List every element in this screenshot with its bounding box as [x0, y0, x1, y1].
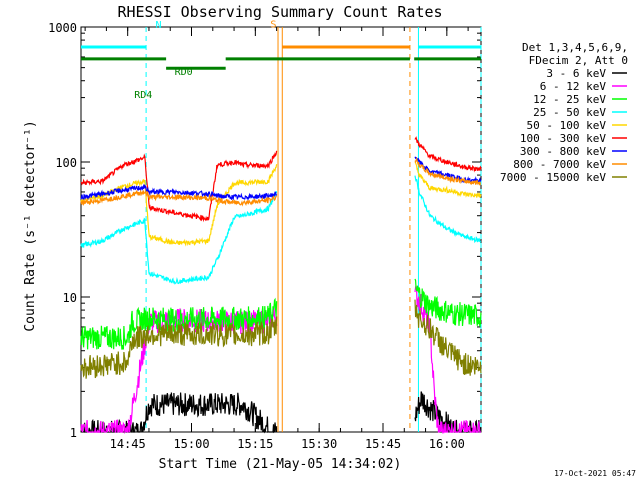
series-line-0: [80, 392, 278, 434]
plot-frame: [80, 26, 482, 433]
legend-label: 3 - 6 keV: [546, 67, 606, 80]
legend-label: 300 - 800 keV: [520, 145, 606, 158]
x-tick-label: 15:15: [237, 437, 273, 451]
x-tick-label: 15:30: [301, 437, 337, 451]
state-label-s: S: [270, 19, 276, 30]
legend-label: 800 - 7000 keV: [513, 158, 606, 171]
series-line-2: [80, 297, 278, 350]
legend-header-line-1: Det 1,3,4,5,6,9,: [522, 41, 628, 54]
x-axis-label: Start Time (21-May-05 14:34:02): [159, 457, 402, 472]
x-tick-label: 16:00: [429, 437, 465, 451]
legend-label: 50 - 100 keV: [527, 119, 607, 132]
series-line-7: [80, 189, 278, 207]
series-line-4: [80, 164, 278, 247]
state-label-rd4: RD4: [134, 90, 152, 101]
series-line-6: [414, 156, 482, 185]
legend-label: 25 - 50 keV: [533, 106, 606, 119]
legend-label: 7000 - 15000 keV: [500, 171, 606, 184]
legend: Det 1,3,4,5,6,9, FDecim 2, Att 0 3 - 6 k…: [500, 41, 628, 184]
series-line-7: [414, 156, 482, 186]
series-line-8: [80, 316, 278, 379]
series-line-3: [414, 175, 482, 244]
y-tick-label: 1000: [48, 21, 77, 35]
legend-label: 12 - 25 keV: [533, 93, 606, 106]
x-tick-label: 15:00: [173, 437, 209, 451]
series-line-6: [80, 184, 278, 202]
y-axis-label: Count Rate (s⁻¹ detector⁻¹): [23, 120, 38, 331]
state-label-rd0: RD0: [175, 67, 193, 78]
y-tick-label: 1: [70, 426, 77, 440]
series-line-5: [414, 136, 482, 173]
state-label-n: N: [155, 20, 161, 31]
x-tick-label: 15:45: [365, 437, 401, 451]
legend-label: 100 - 300 keV: [520, 132, 606, 145]
y-tick-label: 100: [55, 156, 77, 170]
series-line-3: [80, 191, 278, 285]
series-line-5: [80, 150, 278, 223]
render-timestamp: 17-Oct-2021 05:47: [554, 469, 636, 478]
series-line-0: [414, 391, 482, 433]
y-tick-label: 10: [63, 291, 77, 305]
plot-area: 1 10 100 1000 14:45 15:00 15:15 15:30 15:45 16:00…: [48, 19, 482, 451]
chart-title: RHESSI Observing Summary Count Rates: [117, 3, 442, 21]
legend-label: 6 - 12 keV: [540, 80, 607, 93]
legend-header-line-2: FDecim 2, Att 0: [529, 54, 628, 67]
series-line-2: [414, 278, 482, 327]
series-line-4: [414, 161, 482, 199]
series-line-8: [414, 299, 482, 376]
x-tick-label: 14:45: [110, 437, 146, 451]
